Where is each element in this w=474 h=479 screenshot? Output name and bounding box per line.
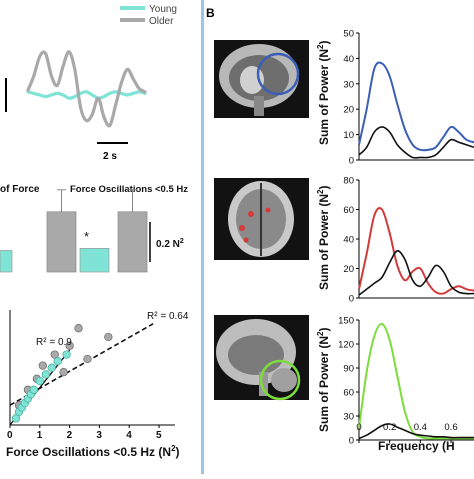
brain-image-coronal [214, 40, 309, 118]
spectra-y-tick-label: 20 [343, 264, 354, 275]
scatter-x-tick-label: 0 [7, 430, 13, 441]
panel-divider [201, 0, 204, 474]
r2-older-label: R² = 0.64 [147, 311, 189, 322]
scatter-point-young [41, 370, 50, 379]
spectra-y-tick-label: 80 [343, 176, 354, 187]
bar-scale-label: 0.2 N2 [156, 238, 184, 250]
scatter-point-older [65, 341, 74, 350]
spectra-line-blue [358, 61, 474, 152]
ylabel-bottom: Sum of Power (N2) [316, 328, 331, 432]
spectra-y-tick-label: 120 [338, 340, 354, 351]
scatter-x-tick-label: 2 [67, 430, 73, 441]
scatter-point-older [74, 324, 83, 333]
brain-image-sagittal [214, 315, 309, 401]
spectra-x-tick-label: 0.6 [444, 422, 457, 433]
spectra-y-tick-label: 40 [343, 54, 354, 65]
scatter-point-older [83, 354, 92, 364]
time-scale-label: 2 s [103, 151, 117, 162]
ylabel-middle: Sum of Power (N2) [316, 186, 331, 290]
scatter-plot [9, 310, 175, 426]
scatter-point-young [29, 385, 38, 394]
trace-line-young [26, 90, 147, 100]
panel-b: B 0 10 20 30 40 50 0 [204, 0, 474, 474]
spectra-y-tick-label: 0 [349, 294, 354, 305]
spectra-y-tick-label: 60 [343, 205, 354, 216]
bar-young-right [79, 248, 110, 273]
spectra-line-black [358, 423, 474, 440]
legend-older-label: Older [149, 16, 174, 27]
r2-young-label: R² = 0.9 [36, 337, 72, 348]
spectra-y-tick-label: 90 [343, 364, 354, 375]
scatter-point-young [53, 357, 62, 366]
legend-young-label: Young [149, 4, 177, 15]
spectra-y-tick-label: 0 [349, 156, 354, 167]
spectra-y-tick-label: 30 [343, 79, 354, 90]
scatter-x-tick-label: 1 [37, 430, 43, 441]
spectra-y-tick-label: 60 [343, 388, 354, 399]
panel-a: Young Older 2 s of Force Force Oscillati… [0, 0, 200, 474]
panel-a-figure: Young Older 2 s of Force Force Oscillati… [0, 4, 189, 459]
spectra-x-ticks: 0 0.2 0.4 0.6 [356, 422, 458, 443]
spectra-y-tick-label: 10 [343, 130, 354, 141]
spectra-y-tick-label: 40 [343, 235, 354, 246]
spectra-line-black [358, 249, 474, 296]
spectra-y-tick-label: 20 [343, 105, 354, 116]
spectra-y-tick-label: 0 [349, 436, 354, 447]
brain-image-axial [214, 178, 309, 260]
xlabel-frequency: Frequency (H [378, 439, 455, 453]
scatter-point-young [35, 376, 44, 386]
scatter-point-older [38, 361, 47, 370]
spectra-x-tick-label: 0.2 [383, 422, 396, 433]
spectra-y-tick-label: 50 [343, 29, 354, 40]
scatter-x-tick-label: 5 [156, 430, 162, 441]
spectra-line-red [358, 207, 474, 295]
scatter-x-tick-label: 3 [96, 430, 102, 441]
ylabel-top: Sum of Power (N2) [316, 41, 331, 145]
scatter-point-older [59, 368, 68, 377]
spectra-line-black [358, 126, 474, 159]
spectra-y-tick-label: 30 [343, 412, 354, 423]
bar-label-left: of Force [0, 184, 40, 195]
bar-older-left [46, 211, 77, 273]
scatter-point-young [62, 350, 71, 359]
scatter-xlabel: Force Oscillations <0.5 Hz (N2) [6, 444, 180, 459]
spectra-x-tick-label: 0 [356, 422, 361, 433]
scatter-x-ticks: 0 1 2 3 4 5 [7, 425, 162, 441]
bar-chart [0, 189, 148, 273]
spectra-y-tick-label: 150 [338, 316, 354, 327]
panel-b-figure: B 0 10 20 30 40 50 0 [206, 6, 474, 453]
scatter-point-older [104, 332, 113, 342]
scatter-point-young [47, 363, 56, 372]
significance-star: * [84, 229, 89, 244]
trace-line-older [26, 50, 147, 128]
force-trace-plot [26, 50, 147, 128]
bar-young-left [0, 250, 13, 273]
spectra-x-tick-label: 0.4 [414, 422, 427, 433]
bar-older-right [117, 211, 148, 273]
scatter-x-tick-label: 4 [126, 430, 132, 441]
panel-b-letter: B [206, 6, 215, 20]
